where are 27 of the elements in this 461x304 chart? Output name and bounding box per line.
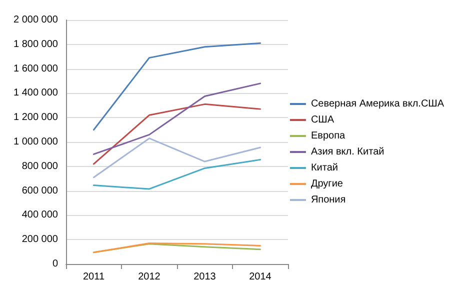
x-tick-label: 2014 xyxy=(249,272,272,282)
legend-label: США xyxy=(310,114,334,126)
y-tick-label: 600 000 xyxy=(22,185,58,196)
legend-label: Северная Америка вкл.США xyxy=(310,98,444,110)
y-tick-label: 0 xyxy=(52,258,58,270)
line-series xyxy=(93,42,261,131)
x-tick-label: 2013 xyxy=(194,272,216,282)
line-series xyxy=(93,82,261,155)
line-series xyxy=(93,138,261,178)
legend-label: Япония xyxy=(310,194,346,206)
y-tick-label: 1 400 000 xyxy=(14,88,58,99)
y-tick-label: 800 000 xyxy=(22,160,58,172)
y-tick-label: 1 600 000 xyxy=(14,63,58,74)
y-tick-label: 2 000 000 xyxy=(14,14,58,26)
legend-label: Китай xyxy=(310,162,338,174)
y-tick-label: 200 000 xyxy=(22,234,58,246)
legend-label: Азия вкл. Китай xyxy=(310,146,384,158)
x-tick-label: 2011 xyxy=(82,272,105,282)
legend-label: Другие xyxy=(310,178,344,190)
y-tick-label: 400 000 xyxy=(22,210,58,221)
y-tick-label: 1 800 000 xyxy=(14,38,58,50)
y-tick-label: 1 200 000 xyxy=(14,112,58,124)
x-tick-label: 2012 xyxy=(138,272,161,282)
y-tick-label: 1 000 000 xyxy=(14,136,58,148)
line-series xyxy=(93,103,261,165)
legend-label: Европа xyxy=(310,130,346,142)
line-series xyxy=(93,158,261,190)
